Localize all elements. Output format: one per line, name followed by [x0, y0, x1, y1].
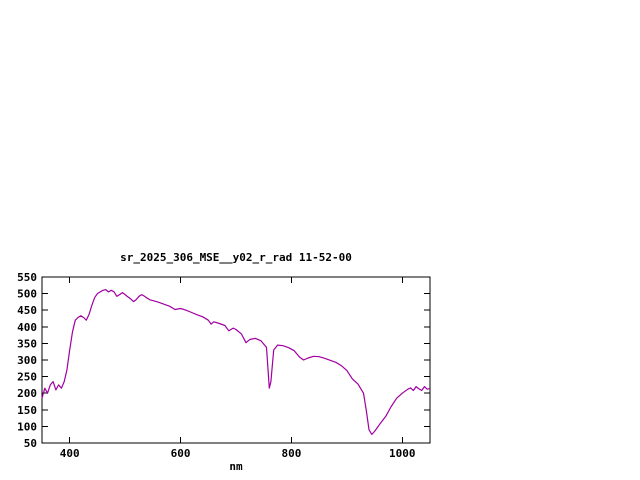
y-tick-label: 100: [17, 420, 37, 433]
y-tick-label: 500: [17, 288, 37, 301]
y-tick-label: 400: [17, 321, 37, 334]
y-tick-label: 300: [17, 354, 37, 367]
x-tick-label: 400: [60, 447, 80, 460]
y-tick-label: 350: [17, 337, 37, 350]
x-axis-label: nm: [229, 460, 243, 473]
y-tick-label: 550: [17, 271, 37, 284]
spectrum-line: [41, 289, 431, 435]
x-tick-label: 600: [171, 447, 191, 460]
x-tick-label: 1000: [389, 447, 416, 460]
y-tick-label: 250: [17, 371, 37, 384]
plot-border: [41, 276, 431, 444]
y-tick-label: 200: [17, 387, 37, 400]
y-tick-label: 450: [17, 304, 37, 317]
chart-title: sr_2025_306_MSE__y02_r_rad 11-52-00: [120, 251, 352, 264]
y-tick-label: 50: [24, 437, 37, 450]
x-tick-label: 800: [281, 447, 301, 460]
y-tick-label: 150: [17, 404, 37, 417]
